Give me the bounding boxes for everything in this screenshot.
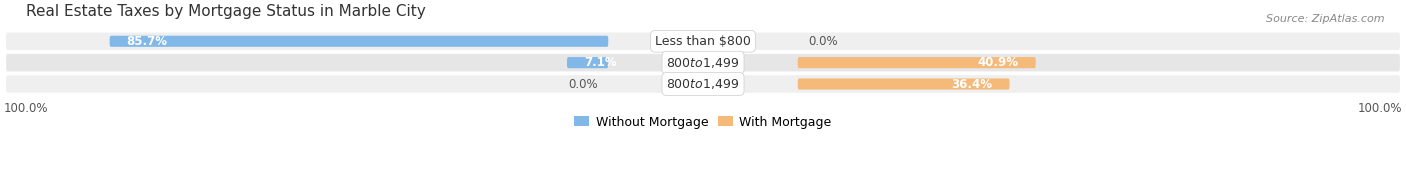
- Text: Source: ZipAtlas.com: Source: ZipAtlas.com: [1267, 14, 1385, 24]
- Text: 0.0%: 0.0%: [568, 77, 598, 91]
- Legend: Without Mortgage, With Mortgage: Without Mortgage, With Mortgage: [569, 111, 837, 134]
- FancyBboxPatch shape: [6, 54, 1400, 71]
- Text: Real Estate Taxes by Mortgage Status in Marble City: Real Estate Taxes by Mortgage Status in …: [27, 4, 426, 19]
- Text: 0.0%: 0.0%: [808, 35, 838, 48]
- Text: 85.7%: 85.7%: [127, 35, 167, 48]
- Text: Less than $800: Less than $800: [655, 35, 751, 48]
- Text: 40.9%: 40.9%: [977, 56, 1019, 69]
- FancyBboxPatch shape: [110, 36, 609, 47]
- FancyBboxPatch shape: [6, 33, 1400, 50]
- FancyBboxPatch shape: [6, 75, 1400, 93]
- Text: 7.1%: 7.1%: [583, 56, 616, 69]
- FancyBboxPatch shape: [567, 57, 609, 68]
- FancyBboxPatch shape: [797, 57, 1036, 68]
- FancyBboxPatch shape: [797, 78, 1010, 90]
- Text: $800 to $1,499: $800 to $1,499: [666, 77, 740, 91]
- Text: $800 to $1,499: $800 to $1,499: [666, 56, 740, 70]
- Text: 36.4%: 36.4%: [952, 77, 993, 91]
